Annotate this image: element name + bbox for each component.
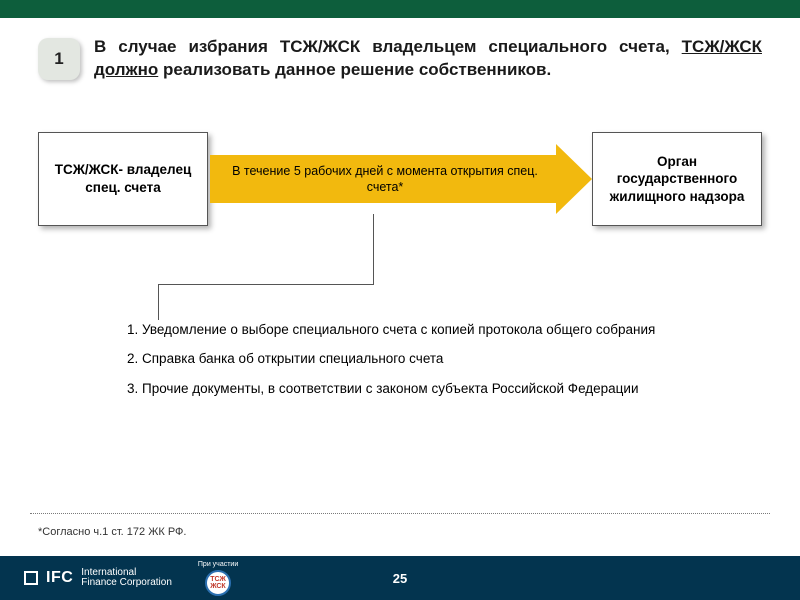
connector-line xyxy=(158,284,159,320)
header-row: 1 В случае избрания ТСЖ/ЖСК владельцем с… xyxy=(0,18,800,82)
partner-badge-top: ТСЖ xyxy=(210,576,226,583)
documents-list: Уведомление о выборе специального счета … xyxy=(120,320,740,399)
header-text: В случае избрания ТСЖ/ЖСК владельцем спе… xyxy=(94,36,762,82)
page-number: 25 xyxy=(393,571,407,586)
footer-bar: IFC International Finance Corporation Пр… xyxy=(0,556,800,600)
flow-box-target: Орган государственного жилищного надзора xyxy=(592,132,762,226)
partner-caption: При участии xyxy=(198,561,238,568)
partner-badge-bottom: ЖСК xyxy=(210,583,225,590)
partner-block: При участии ТСЖ ЖСК xyxy=(198,561,238,596)
ifc-acronym: IFC xyxy=(46,569,73,587)
partner-badge-icon: ТСЖ ЖСК xyxy=(205,570,231,596)
list-item: Уведомление о выборе специального счета … xyxy=(142,320,740,340)
flow-diagram: ТСЖ/ЖСК- владелец спец. счета В течение … xyxy=(38,122,762,252)
header-pre: В случае избрания ТСЖ/ЖСК владельцем спе… xyxy=(94,37,682,56)
top-bar xyxy=(0,0,800,18)
connector-line xyxy=(158,284,374,285)
step-badge: 1 xyxy=(38,38,80,80)
list-item: Прочие документы, в соответствии с закон… xyxy=(142,379,740,399)
flow-box-source: ТСЖ/ЖСК- владелец спец. счета xyxy=(38,132,208,226)
flow-arrow: В течение 5 рабочих дней с момента откры… xyxy=(210,144,590,214)
footnote: *Согласно ч.1 ст. 172 ЖК РФ. xyxy=(38,526,186,538)
ifc-logo: IFC International Finance Corporation xyxy=(0,568,172,589)
arrow-head-icon xyxy=(556,144,592,214)
header-post: реализовать данное решение собственников… xyxy=(158,60,551,79)
ifc-square-icon xyxy=(24,571,38,585)
list-item: Справка банка об открытии специального с… xyxy=(142,349,740,369)
flow-arrow-label: В течение 5 рабочих дней с момента откры… xyxy=(210,155,556,203)
ifc-name-line2: Finance Corporation xyxy=(81,578,172,589)
connector-line xyxy=(373,214,374,284)
divider-dotted xyxy=(30,513,770,514)
